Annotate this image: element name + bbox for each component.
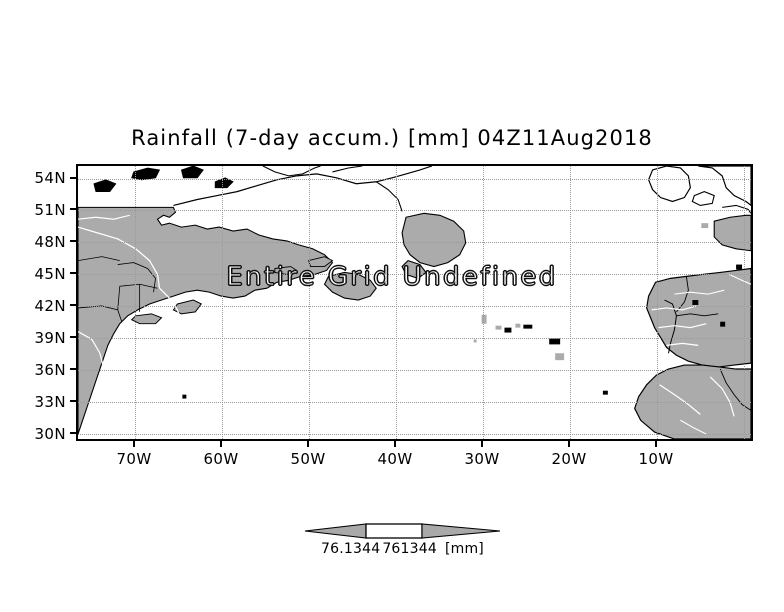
- x-axis-label-30w: 30W: [464, 450, 500, 468]
- y-axis-tick: [70, 336, 76, 338]
- y-axis-tick: [70, 208, 76, 210]
- gridline-vertical: [744, 166, 745, 439]
- y-axis-label-54n: 54N: [34, 169, 66, 187]
- y-axis-tick: [70, 272, 76, 274]
- x-axis-label-50w: 50W: [290, 450, 326, 468]
- y-axis-label-39n: 39N: [34, 329, 66, 347]
- gridline-horizontal: [78, 402, 751, 403]
- y-axis-tick: [70, 368, 76, 370]
- x-axis-tick: [568, 441, 570, 447]
- y-axis-label-36n: 36N: [34, 361, 66, 379]
- y-axis-tick: [70, 304, 76, 306]
- x-axis-tick: [133, 441, 135, 447]
- y-axis-label-33n: 33N: [34, 393, 66, 411]
- gridline-horizontal: [78, 370, 751, 371]
- page-title: Rainfall (7-day accum.) [mm] 04Z11Aug201…: [131, 126, 653, 150]
- y-axis-tick: [70, 177, 76, 179]
- gridline-vertical: [222, 166, 223, 439]
- map-plot-area[interactable]: [76, 164, 753, 441]
- colorbar-unit: [mm]: [444, 541, 484, 557]
- colorbar-low-value: 76.1344: [321, 541, 381, 557]
- colorbar-high-value: 761344: [382, 541, 437, 557]
- x-axis-label-10w: 10W: [638, 450, 674, 468]
- colorbar-graphic: [304, 523, 501, 539]
- gridline-horizontal: [78, 242, 751, 243]
- y-axis-tick: [70, 240, 76, 242]
- gridline-horizontal: [78, 306, 751, 307]
- x-axis-label-40w: 40W: [377, 450, 413, 468]
- y-axis-label-48n: 48N: [34, 233, 66, 251]
- y-axis-label-51n: 51N: [34, 201, 66, 219]
- x-axis-label-70w: 70W: [116, 450, 152, 468]
- x-axis-tick: [307, 441, 309, 447]
- gridline-vertical: [135, 166, 136, 439]
- y-axis-label-30n: 30N: [34, 425, 66, 443]
- x-axis-label-60w: 60W: [203, 450, 239, 468]
- y-axis-tick: [70, 400, 76, 402]
- x-axis-label-20w: 20W: [551, 450, 587, 468]
- y-axis-tick: [70, 432, 76, 434]
- x-axis-tick: [481, 441, 483, 447]
- gridline-vertical: [570, 166, 571, 439]
- gridline-horizontal: [78, 179, 751, 180]
- gridline-horizontal: [78, 274, 751, 275]
- x-axis-tick: [220, 441, 222, 447]
- gridline-vertical: [309, 166, 310, 439]
- colorbar[interactable]: 76.1344 761344 [mm]: [300, 520, 505, 566]
- y-axis-label-45n: 45N: [34, 265, 66, 283]
- x-axis-tick: [655, 441, 657, 447]
- y-axis-label-42n: 42N: [34, 297, 66, 315]
- gridline-vertical: [396, 166, 397, 439]
- gridline-horizontal: [78, 210, 751, 211]
- basemap-graphic: [78, 166, 751, 439]
- x-axis-tick: [394, 441, 396, 447]
- gridline-horizontal: [78, 338, 751, 339]
- colorbar-tick-labels: 76.1344 761344 [mm]: [300, 541, 505, 557]
- gridline-horizontal: [78, 434, 751, 435]
- gridline-vertical: [657, 166, 658, 439]
- gridline-vertical: [483, 166, 484, 439]
